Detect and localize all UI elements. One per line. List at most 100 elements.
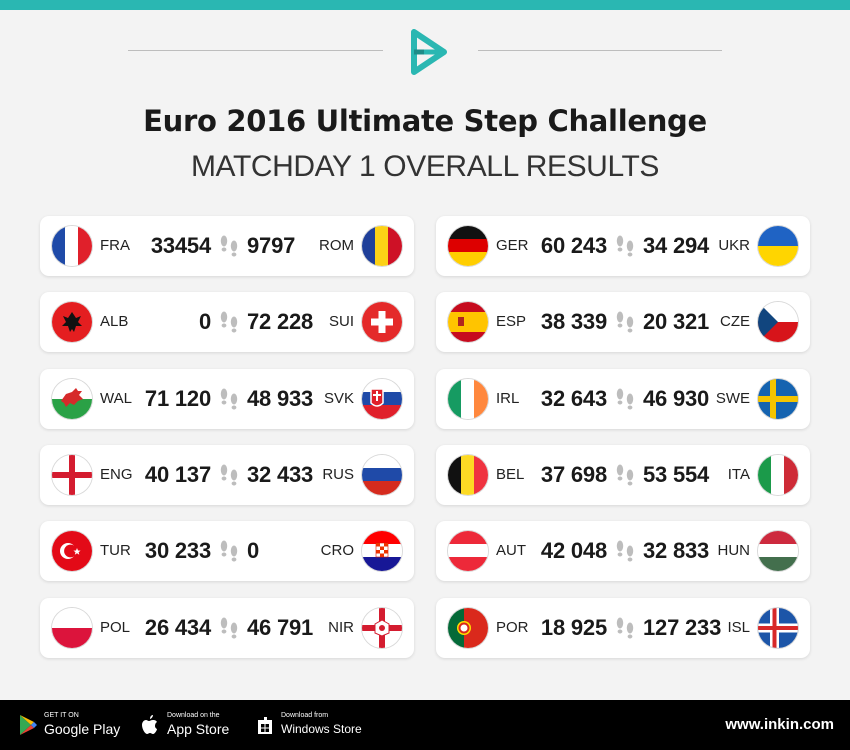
home-team-steps: 38 339	[540, 309, 607, 334]
home-team-code: GER	[496, 237, 529, 254]
home-team-steps: 37 698	[540, 462, 607, 487]
home-team-steps: 0	[198, 309, 211, 334]
flag-austria-icon	[448, 531, 488, 571]
footsteps-icon	[220, 388, 238, 410]
app-store-label: App Store	[167, 721, 230, 737]
match-card: IRL 32 643 46 930 SWE	[436, 369, 810, 429]
home-team-steps: 71 120	[144, 386, 211, 411]
flag-iceland-icon	[758, 608, 798, 648]
away-team-steps: 46 930	[643, 386, 710, 411]
match-card: GER 60 243 34 294 UKR	[436, 216, 810, 276]
away-team-steps: 0	[247, 538, 260, 563]
away-team-steps: 48 933	[247, 386, 314, 411]
away-team-code: CRO	[320, 542, 354, 559]
match-card: ESP 38 339 20 321 CZE	[436, 292, 810, 352]
away-team-steps: 32 833	[643, 538, 710, 563]
away-team-code: NIR	[328, 619, 354, 636]
home-team-code: ENG	[100, 466, 133, 483]
match-card: BEL 37 698 53 554 ITA	[436, 445, 810, 505]
windows-store-label: Windows Store	[281, 722, 362, 736]
away-team-code: SWE	[715, 390, 750, 407]
footsteps-icon	[616, 464, 634, 486]
app-store-small-label: Download on the	[167, 712, 220, 719]
flag-turkey-icon	[52, 531, 92, 571]
home-team-steps: 30 233	[144, 538, 211, 563]
match-card: WAL 71 120 48 933 SVK	[40, 369, 414, 429]
flag-belgium-icon	[448, 455, 488, 495]
away-team-steps: 46 791	[247, 615, 314, 640]
away-team-code: SVK	[323, 390, 354, 407]
home-team-code: ALB	[100, 313, 129, 330]
footsteps-icon	[220, 540, 238, 562]
away-team-steps: 53 554	[643, 462, 710, 487]
footsteps-icon	[616, 540, 634, 562]
away-team-steps: 20 321	[643, 309, 710, 334]
home-team-code: AUT	[496, 542, 526, 559]
flag-hungary-icon	[758, 531, 798, 571]
away-team-code: SUI	[328, 313, 354, 330]
apple-icon	[142, 715, 157, 734]
footsteps-icon	[616, 311, 634, 333]
home-team-code: POR	[496, 619, 529, 636]
website-link[interactable]: www.inkin.com	[725, 716, 834, 733]
windows-store-badge[interactable]: Download from Windows Store	[255, 712, 365, 740]
flag-germany-icon	[448, 226, 488, 266]
flag-albania-icon	[52, 302, 92, 342]
away-team-steps: 72 228	[247, 309, 314, 334]
footer-bar: GET IT ON Google Play Download on the Ap…	[0, 700, 850, 750]
windows-icon	[258, 717, 272, 734]
home-team-code: ESP	[496, 313, 527, 330]
footsteps-icon	[220, 464, 238, 486]
flag-wales-icon	[52, 379, 92, 419]
away-team-steps: 9797	[247, 233, 296, 258]
flag-poland-icon	[52, 608, 92, 648]
header-divider-left	[128, 50, 383, 51]
away-team-code: ISL	[727, 619, 750, 636]
flag-italy-icon	[758, 455, 798, 495]
home-team-steps: 32 643	[540, 386, 607, 411]
google-play-label: Google Play	[44, 721, 121, 737]
away-team-steps: 32 433	[247, 462, 314, 487]
windows-store-small-label: Download from	[281, 712, 329, 719]
away-team-code: RUS	[322, 466, 354, 483]
app-store-badge[interactable]: Download on the App Store	[141, 712, 241, 740]
away-team-steps: 34 294	[643, 233, 710, 258]
away-team-code: ROM	[319, 237, 354, 254]
home-team-steps: 60 243	[540, 233, 607, 258]
flag-ireland-icon	[448, 379, 488, 419]
home-team-steps: 42 048	[540, 538, 607, 563]
flag-slovakia-icon	[362, 379, 402, 419]
flag-france-icon	[52, 226, 92, 266]
google-play-icon	[20, 715, 37, 735]
flag-spain-icon	[448, 302, 488, 342]
google-play-small-label: GET IT ON	[44, 712, 79, 719]
away-team-code: UKR	[718, 237, 750, 254]
flag-romania-icon	[362, 226, 402, 266]
match-card: ENG 40 137 32 433 RUS	[40, 445, 414, 505]
match-card: POR 18 925 127 233 ISL	[436, 598, 810, 658]
footsteps-icon	[220, 617, 238, 639]
flag-russia-icon	[362, 455, 402, 495]
flag-sweden-icon	[758, 379, 798, 419]
flag-switzerland-icon	[362, 302, 402, 342]
flag-czech-icon	[758, 302, 798, 342]
footsteps-icon	[616, 388, 634, 410]
home-team-steps: 18 925	[540, 615, 607, 640]
flag-portugal-icon	[448, 608, 488, 648]
google-play-badge[interactable]: GET IT ON Google Play	[18, 712, 128, 740]
home-team-code: WAL	[100, 390, 132, 407]
page-subtitle: MATCHDAY 1 OVERALL RESULTS	[190, 150, 660, 183]
away-team-code: CZE	[720, 313, 750, 330]
home-team-code: BEL	[496, 466, 525, 483]
home-team-steps: 40 137	[144, 462, 211, 487]
footsteps-icon	[616, 617, 634, 639]
home-team-code: IRL	[496, 390, 520, 407]
flag-croatia-icon	[362, 531, 402, 571]
home-team-steps: 33454	[150, 233, 211, 258]
home-team-code: TUR	[100, 542, 131, 559]
home-team-code: FRA	[100, 237, 130, 254]
match-card: AUT 42 048 32 833 HUN	[436, 521, 810, 581]
header-divider-right	[478, 50, 722, 51]
footsteps-icon	[220, 235, 238, 257]
away-team-code: HUN	[717, 542, 751, 559]
